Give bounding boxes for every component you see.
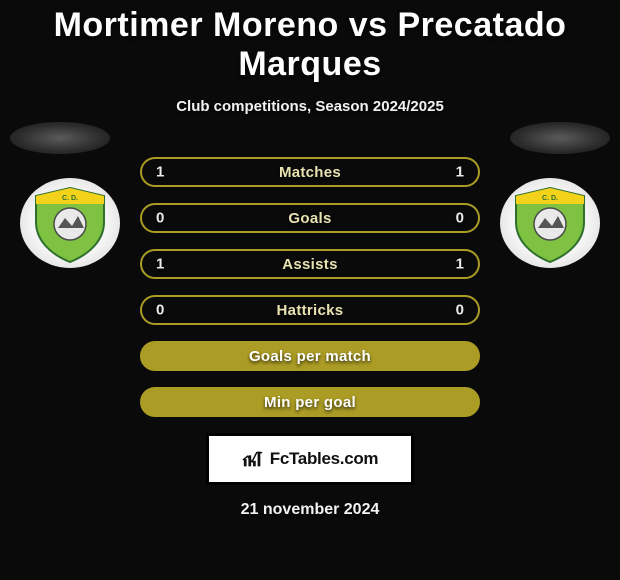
page-title: Mortimer Moreno vs Precatado Marques <box>0 6 620 84</box>
page-subtitle: Club competitions, Season 2024/2025 <box>0 98 620 115</box>
stat-label: Assists <box>282 256 337 273</box>
stat-row-assists: Assists 1 1 <box>140 249 480 279</box>
stat-label: Hattricks <box>277 302 344 319</box>
svg-text:C. D.: C. D. <box>542 195 558 202</box>
svg-text:C. D.: C. D. <box>62 195 78 202</box>
stat-label: Matches <box>279 164 341 181</box>
bar-chart-icon <box>242 448 264 470</box>
stat-value-left: 0 <box>156 302 164 319</box>
stat-value-left: 1 <box>156 164 164 181</box>
stat-value-right: 1 <box>456 164 464 181</box>
stat-row-goals: Goals 0 0 <box>140 203 480 233</box>
stats-list: Matches11Goals00Assists11Hattricks00Goal… <box>140 157 480 417</box>
stat-row-gpm: Goals per match <box>140 341 480 371</box>
shield-icon: C. D. <box>20 178 120 268</box>
player-left-club-badge: C. D. <box>20 178 120 268</box>
stat-label: Goals <box>288 210 331 227</box>
stat-label: Min per goal <box>264 394 356 411</box>
date-label: 21 november 2024 <box>0 501 620 519</box>
stat-row-matches: Matches 1 1 <box>140 157 480 187</box>
stat-value-right: 0 <box>456 302 464 319</box>
stat-label: Goals per match <box>249 348 371 365</box>
player-right-club-badge: C. D. <box>500 178 600 268</box>
brand-label: FcTables.com <box>270 449 379 469</box>
stat-value-left: 1 <box>156 256 164 273</box>
stat-value-left: 0 <box>156 210 164 227</box>
stat-row-mpg: Min per goal <box>140 387 480 417</box>
stat-value-right: 1 <box>456 256 464 273</box>
brand-box[interactable]: FcTables.com <box>206 433 414 485</box>
shield-icon: C. D. <box>500 178 600 268</box>
stat-value-right: 0 <box>456 210 464 227</box>
player-left-flag-ellipse <box>10 122 110 154</box>
stat-row-hattricks: Hattricks 0 0 <box>140 295 480 325</box>
player-right-flag-ellipse <box>510 122 610 154</box>
comparison-card: Mortimer Moreno vs Precatado Marques Clu… <box>0 0 620 580</box>
